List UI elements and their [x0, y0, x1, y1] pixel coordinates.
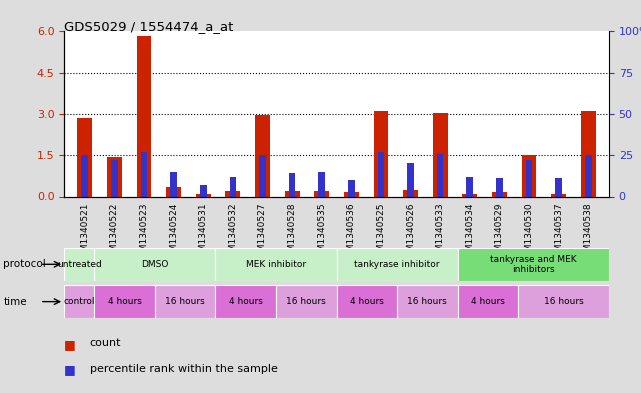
Bar: [555, 178, 562, 196]
Text: 16 hours: 16 hours: [408, 297, 447, 306]
Bar: [229, 177, 237, 196]
Bar: [403, 189, 418, 196]
Text: percentile rank within the sample: percentile rank within the sample: [90, 364, 278, 373]
Text: ■: ■: [64, 364, 76, 376]
Bar: [155, 285, 215, 318]
Text: 16 hours: 16 hours: [544, 297, 583, 306]
Bar: [348, 180, 354, 196]
Bar: [226, 191, 240, 196]
Bar: [171, 172, 177, 196]
Bar: [215, 285, 276, 318]
Bar: [374, 111, 388, 196]
Text: protocol: protocol: [3, 259, 46, 269]
Bar: [585, 155, 592, 196]
Bar: [94, 248, 215, 281]
Text: control: control: [63, 297, 95, 306]
Bar: [526, 160, 532, 196]
Bar: [581, 111, 595, 196]
Text: ■: ■: [64, 338, 76, 351]
Bar: [289, 173, 296, 196]
Text: 4 hours: 4 hours: [229, 297, 263, 306]
Bar: [397, 285, 458, 318]
Text: 4 hours: 4 hours: [471, 297, 505, 306]
Bar: [551, 194, 566, 196]
Text: GDS5029 / 1554474_a_at: GDS5029 / 1554474_a_at: [64, 20, 233, 33]
Bar: [378, 152, 384, 196]
Bar: [407, 163, 414, 196]
Bar: [259, 155, 266, 196]
Bar: [64, 248, 94, 281]
Bar: [522, 155, 537, 196]
Bar: [458, 248, 609, 281]
Bar: [337, 285, 397, 318]
Bar: [314, 191, 329, 196]
Text: MEK inhibitor: MEK inhibitor: [246, 260, 306, 269]
Bar: [166, 187, 181, 196]
Bar: [433, 113, 447, 196]
Bar: [337, 248, 458, 281]
Bar: [200, 185, 206, 196]
Bar: [215, 248, 337, 281]
Bar: [437, 154, 444, 196]
Text: tankyrase and MEK
inhibitors: tankyrase and MEK inhibitors: [490, 255, 577, 274]
Text: 16 hours: 16 hours: [287, 297, 326, 306]
Bar: [141, 152, 147, 196]
Bar: [78, 118, 92, 196]
Text: tankyrase inhibitor: tankyrase inhibitor: [354, 260, 440, 269]
Bar: [285, 191, 299, 196]
Bar: [64, 285, 94, 318]
Bar: [319, 172, 325, 196]
Text: untreated: untreated: [57, 260, 102, 269]
Bar: [458, 285, 518, 318]
Bar: [255, 116, 270, 196]
Bar: [492, 192, 507, 196]
Bar: [137, 36, 151, 197]
Bar: [107, 156, 122, 196]
Text: 16 hours: 16 hours: [165, 297, 205, 306]
Text: 4 hours: 4 hours: [350, 297, 384, 306]
Bar: [276, 285, 337, 318]
Bar: [111, 160, 118, 196]
Text: DMSO: DMSO: [141, 260, 169, 269]
Bar: [467, 177, 473, 196]
Bar: [518, 285, 609, 318]
Bar: [196, 194, 211, 196]
Bar: [94, 285, 155, 318]
Bar: [344, 192, 359, 196]
Text: count: count: [90, 338, 121, 348]
Bar: [462, 194, 477, 196]
Text: 4 hours: 4 hours: [108, 297, 142, 306]
Bar: [81, 155, 88, 196]
Text: time: time: [3, 297, 27, 307]
Bar: [496, 178, 503, 196]
